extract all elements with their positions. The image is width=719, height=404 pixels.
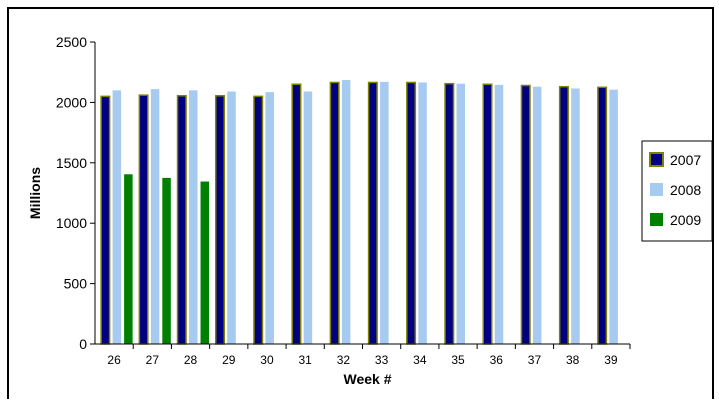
bar-2008-week-34 [418, 82, 427, 344]
bar-2007-week-30 [253, 95, 264, 345]
legend-label-2007: 2007 [670, 152, 701, 168]
legend-swatch-2008 [650, 183, 663, 196]
x-tick-label: 32 [337, 353, 351, 367]
bar-2007-week-29 [215, 95, 225, 345]
bar-2007-week-27 [138, 94, 149, 345]
bar-2007-week-38 [558, 85, 569, 345]
bar-2008-week-38 [571, 88, 580, 345]
legend: 2007 2008 2009 [641, 140, 713, 242]
legend-swatch-2007 [649, 152, 664, 167]
bar-2008-week-31 [303, 91, 313, 344]
x-tick-label: 26 [107, 353, 121, 367]
bar-2008-week-32 [341, 80, 351, 344]
y-tick-label: 0 [79, 336, 87, 352]
bar-2007-week-33 [367, 81, 378, 345]
bar-2007-week-28 [176, 95, 187, 345]
y-ticks: 0 500 1000 1500 2000 2500 [56, 34, 95, 352]
x-axis-title: Week # [344, 371, 392, 387]
x-tick-label: 38 [566, 353, 580, 367]
y-tick-label: 2000 [56, 94, 87, 110]
bar-2009-week-27 [162, 177, 171, 344]
y-tick-label: 500 [64, 276, 88, 292]
x-tick-label: 37 [528, 353, 542, 367]
x-tick-label: 35 [451, 353, 465, 367]
bar-2008-week-33 [380, 81, 389, 344]
bar-2007-week-32 [329, 81, 340, 345]
y-tick-label: 1500 [56, 155, 87, 171]
x-tick-label: 28 [184, 353, 198, 367]
legend-label-2008: 2008 [670, 182, 701, 198]
bar-2008-week-39 [609, 89, 618, 344]
x-tick-label: 30 [260, 353, 274, 367]
x-tick-label: 31 [298, 353, 312, 367]
bars-layer [100, 80, 618, 345]
y-tick-label: 2500 [56, 34, 87, 50]
bar-2007-week-34 [406, 81, 417, 345]
bar-2007-week-26 [100, 95, 111, 345]
bar-2009-week-26 [124, 174, 133, 344]
x-ticks: 26 27 28 29 30 31 32 33 34 35 36 37 38 39 [107, 344, 631, 367]
bar-2007-week-37 [520, 84, 531, 345]
x-tick-label: 27 [146, 353, 160, 367]
bar-2008-week-36 [494, 84, 504, 344]
bar-2008-week-30 [265, 92, 274, 344]
bar-2007-week-31 [291, 83, 302, 345]
x-tick-label: 29 [222, 353, 236, 367]
bar-2007-week-36 [482, 83, 493, 345]
y-axis-title: Millions [27, 167, 43, 219]
x-tick-label: 36 [490, 353, 504, 367]
legend-swatch-2009 [650, 213, 663, 226]
x-tick-label: 34 [413, 353, 427, 367]
x-tick-label: 39 [604, 353, 618, 367]
x-tick-label: 33 [375, 353, 389, 367]
bar-2007-week-39 [597, 86, 608, 345]
bar-2008-week-27 [150, 89, 160, 344]
legend-label-2009: 2009 [670, 212, 701, 228]
bar-2008-week-28 [189, 90, 198, 344]
y-tick-label: 1000 [56, 215, 87, 231]
bar-2008-week-37 [532, 86, 542, 345]
bar-2008-week-35 [456, 83, 466, 345]
bar-2007-week-35 [444, 82, 455, 345]
bar-2008-week-29 [227, 91, 236, 344]
bar-2008-week-26 [112, 90, 122, 344]
bar-2009-week-28 [200, 181, 210, 344]
